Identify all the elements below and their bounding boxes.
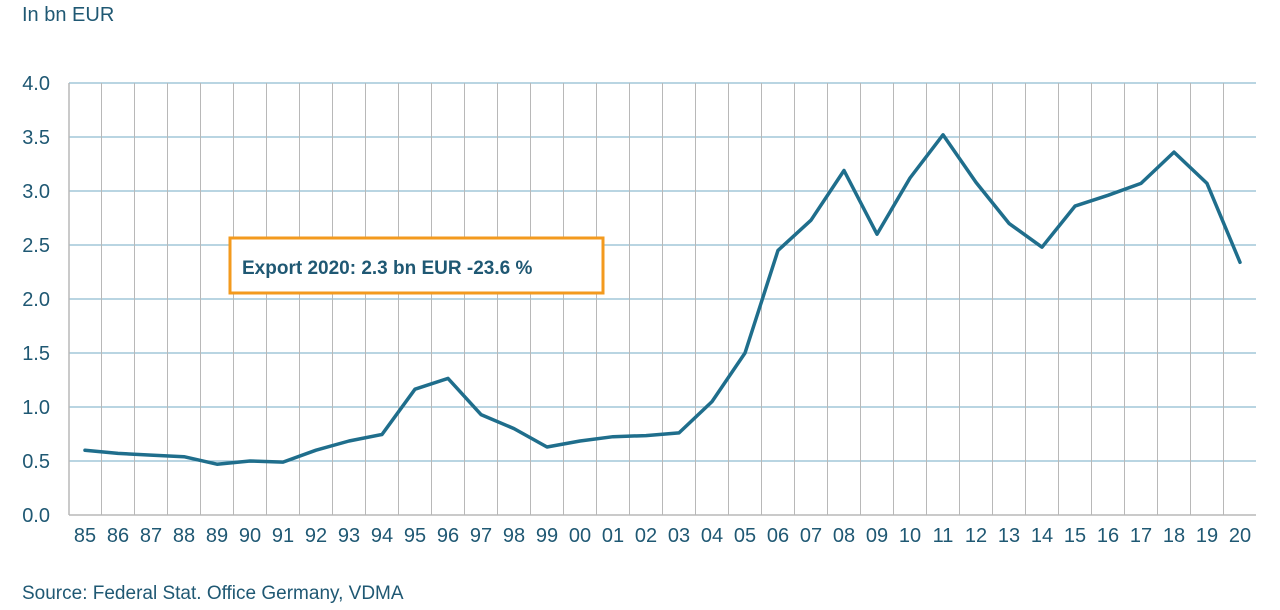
- x-tick-label: 96: [437, 525, 459, 547]
- x-tick-label: 12: [965, 525, 987, 547]
- y-tick-label: 3.5: [22, 127, 50, 149]
- data-point: [909, 177, 912, 180]
- data-point: [777, 249, 780, 252]
- data-point: [810, 219, 813, 222]
- x-tick-label: 94: [371, 525, 393, 547]
- data-point: [480, 413, 483, 416]
- source-note: Source: Federal Stat. Office Germany, VD…: [22, 583, 404, 604]
- data-point: [678, 431, 681, 434]
- data-point: [150, 454, 153, 457]
- x-tick-label: 11: [933, 525, 954, 547]
- data-point: [876, 233, 879, 236]
- data-point: [315, 449, 318, 452]
- x-tick-label: 17: [1130, 525, 1152, 547]
- data-point: [117, 452, 120, 455]
- data-point: [513, 427, 516, 430]
- data-point: [183, 455, 186, 458]
- series-line: [83, 133, 1242, 466]
- series-layer: [83, 133, 1242, 466]
- y-tick-label: 4.0: [22, 73, 50, 95]
- data-point: [84, 449, 87, 452]
- annotation-layer: Export 2020: 2.3 bn EUR -23.6 %: [228, 236, 605, 295]
- data-point: [1206, 182, 1209, 185]
- x-tick-label: 86: [107, 525, 129, 547]
- y-tick-label: 0.0: [22, 505, 50, 527]
- y-tick-label: 0.5: [22, 451, 50, 473]
- data-point: [381, 433, 384, 436]
- data-point: [843, 169, 846, 172]
- data-point: [348, 440, 351, 443]
- x-tick-label: 06: [767, 525, 789, 547]
- data-point: [942, 133, 945, 136]
- data-point: [1008, 222, 1011, 225]
- axis-layer: 0.0 0.5 1.0 1.5 2.0 2.5 3.0 3.5 4.0 85 86 87 88 89 90 9…: [22, 73, 1256, 547]
- x-tick-label: 03: [668, 525, 690, 547]
- annotation-text: Export 2020: 2.3 bn EUR -23.6 %: [242, 258, 532, 279]
- data-point: [216, 463, 219, 466]
- x-tick-label: 04: [701, 525, 723, 547]
- x-tick-label: 09: [866, 525, 888, 547]
- y-tick-label: 1.5: [22, 343, 50, 365]
- data-point: [1074, 205, 1077, 208]
- x-tick-label: 92: [305, 525, 327, 547]
- x-tick-label: 00: [569, 525, 591, 547]
- y-tick-label: 1.0: [22, 397, 50, 419]
- data-point: [1041, 246, 1044, 249]
- x-tick-label: 90: [239, 525, 261, 547]
- x-tick-label: 91: [272, 525, 294, 547]
- x-tick-label: 07: [800, 525, 822, 547]
- data-point: [579, 440, 582, 443]
- x-tick-label: 01: [602, 525, 624, 547]
- data-point: [975, 181, 978, 184]
- x-tick-label: 08: [833, 525, 855, 547]
- x-tick-label: 02: [635, 525, 657, 547]
- x-tick-label: 19: [1196, 525, 1218, 547]
- data-point: [1107, 194, 1110, 197]
- data-point: [744, 352, 747, 355]
- x-tick-label: 87: [140, 525, 162, 547]
- x-tick-label: 15: [1064, 525, 1086, 547]
- data-point: [546, 445, 549, 448]
- y-tick-label: 2.0: [22, 289, 50, 311]
- x-tick-label: 16: [1097, 525, 1119, 547]
- x-tick-label: 98: [503, 525, 525, 547]
- x-tick-label: 14: [1031, 525, 1053, 547]
- data-point: [711, 400, 714, 403]
- x-tick-label: 95: [404, 525, 426, 547]
- grid-layer: [69, 82, 1256, 515]
- data-point: [414, 388, 417, 391]
- y-tick-label: 3.0: [22, 181, 50, 203]
- x-tick-label: 93: [338, 525, 360, 547]
- data-point: [249, 460, 252, 463]
- data-point: [1239, 261, 1242, 264]
- x-tick-label: 18: [1163, 525, 1185, 547]
- x-tick-label: 89: [206, 525, 228, 547]
- x-tick-label: 99: [536, 525, 558, 547]
- data-point: [1173, 151, 1176, 154]
- y-axis-unit-label: In bn EUR: [22, 4, 115, 26]
- x-tick-label: 88: [173, 525, 195, 547]
- data-point: [612, 435, 615, 438]
- x-tick-label: 05: [734, 525, 756, 547]
- data-point: [282, 461, 285, 464]
- x-tick-label: 85: [74, 525, 96, 547]
- annotation-box: [228, 236, 605, 295]
- x-tick-label: 20: [1229, 525, 1251, 547]
- data-point: [645, 434, 648, 437]
- y-tick-label: 2.5: [22, 235, 50, 257]
- data-point: [447, 377, 450, 380]
- x-tick-label: 10: [899, 525, 921, 547]
- x-tick-label: 13: [998, 525, 1020, 547]
- x-tick-label: 97: [470, 525, 492, 547]
- data-point: [1140, 182, 1143, 185]
